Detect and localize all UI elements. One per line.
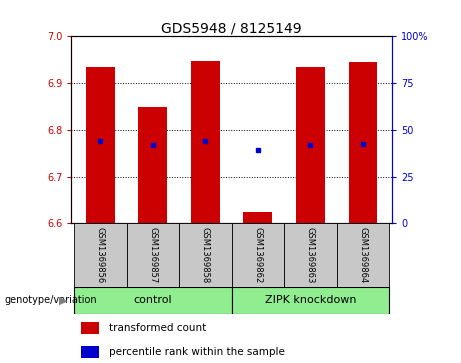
Bar (337, 223, 389, 287)
Title: GDS5948 / 8125149: GDS5948 / 8125149 (161, 21, 302, 35)
Bar (296, 67, 325, 223)
Text: transformed count: transformed count (109, 323, 206, 333)
Bar (284, 223, 337, 287)
Bar (231, 287, 389, 314)
Text: ZIPK knockdown: ZIPK knockdown (265, 295, 356, 305)
Text: GSM1369857: GSM1369857 (148, 227, 157, 283)
Bar (86, 67, 115, 223)
Text: ▶: ▶ (59, 295, 68, 305)
Bar (127, 223, 179, 287)
Text: GSM1369864: GSM1369864 (359, 227, 367, 283)
Bar (191, 61, 220, 223)
Bar (138, 107, 167, 223)
Bar (179, 223, 231, 287)
Bar (81, 346, 100, 358)
Text: GSM1369858: GSM1369858 (201, 227, 210, 283)
Text: control: control (134, 295, 172, 305)
Text: GSM1369856: GSM1369856 (96, 227, 105, 283)
Bar (81, 322, 100, 334)
Bar (74, 223, 127, 287)
Bar (243, 212, 272, 223)
Text: GSM1369862: GSM1369862 (254, 227, 262, 283)
Bar (231, 223, 284, 287)
Text: genotype/variation: genotype/variation (5, 295, 97, 305)
Text: percentile rank within the sample: percentile rank within the sample (109, 347, 284, 356)
Bar (349, 62, 378, 223)
Text: GSM1369863: GSM1369863 (306, 227, 315, 283)
Bar (74, 287, 231, 314)
